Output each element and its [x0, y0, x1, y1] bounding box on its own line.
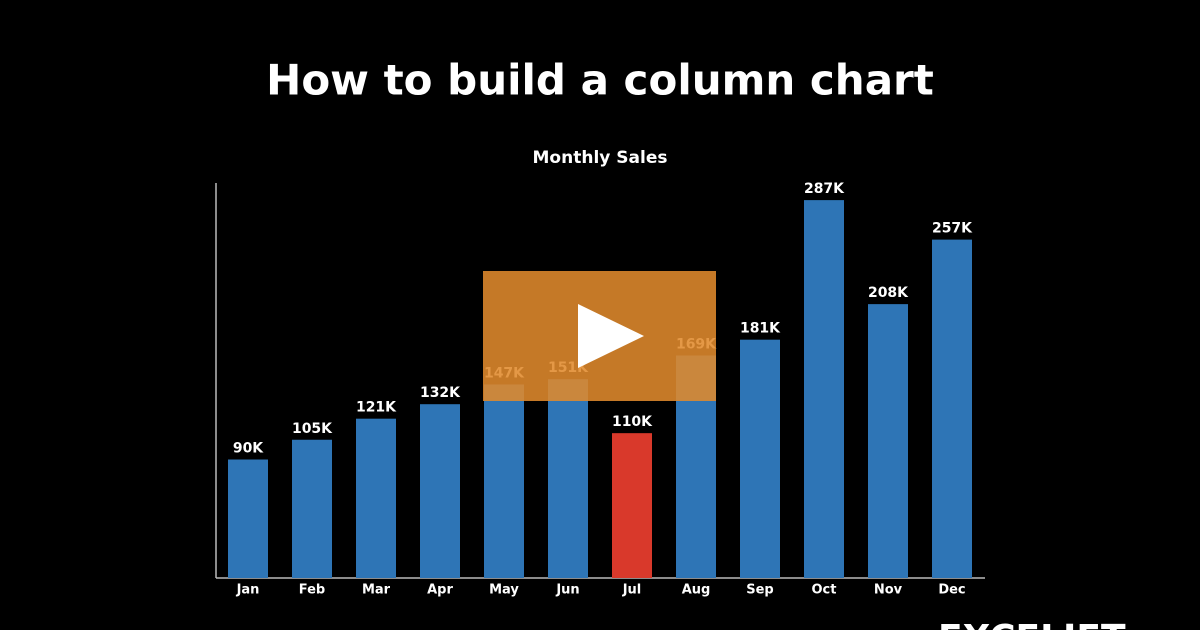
value-label: 287K	[804, 181, 845, 197]
bar	[420, 404, 460, 578]
x-tick-label: May	[489, 583, 519, 598]
x-tick-label: Mar	[362, 583, 391, 598]
bar	[612, 433, 652, 578]
bar	[868, 304, 908, 578]
x-tick-label: Jan	[236, 583, 260, 598]
bar	[548, 379, 588, 578]
x-tick-label: Nov	[874, 583, 903, 598]
logo: EXCELJET	[938, 618, 1126, 630]
bar	[292, 439, 332, 578]
x-tick-label: Jul	[622, 583, 642, 598]
value-label: 208K	[868, 285, 909, 301]
page-title: How to build a column chart	[266, 56, 934, 105]
x-tick-label: Dec	[938, 583, 965, 598]
x-tick-label: Sep	[746, 583, 774, 598]
chart-title: Monthly Sales	[533, 148, 668, 168]
bar	[484, 384, 524, 578]
value-label: 181K	[740, 321, 781, 337]
value-label: 121K	[356, 400, 397, 416]
x-tick-label: Apr	[427, 583, 453, 598]
bars: Jan90KFeb105KMar121KApr132KMay147KJun151…	[228, 181, 973, 598]
play-icon[interactable]	[578, 304, 644, 368]
bar	[804, 200, 844, 578]
x-tick-label: Jun	[555, 583, 579, 598]
bar	[356, 418, 396, 578]
bar	[228, 459, 268, 578]
x-tick-label: Aug	[682, 583, 711, 598]
value-label: 110K	[612, 414, 653, 430]
value-label: 132K	[420, 385, 461, 401]
value-label: 105K	[292, 421, 333, 437]
value-label: 90K	[233, 441, 264, 457]
x-tick-label: Oct	[812, 583, 837, 598]
x-tick-label: Feb	[299, 583, 325, 598]
bar	[932, 239, 972, 578]
play-button[interactable]	[483, 271, 716, 401]
bar	[740, 339, 780, 578]
value-label: 257K	[932, 221, 973, 237]
